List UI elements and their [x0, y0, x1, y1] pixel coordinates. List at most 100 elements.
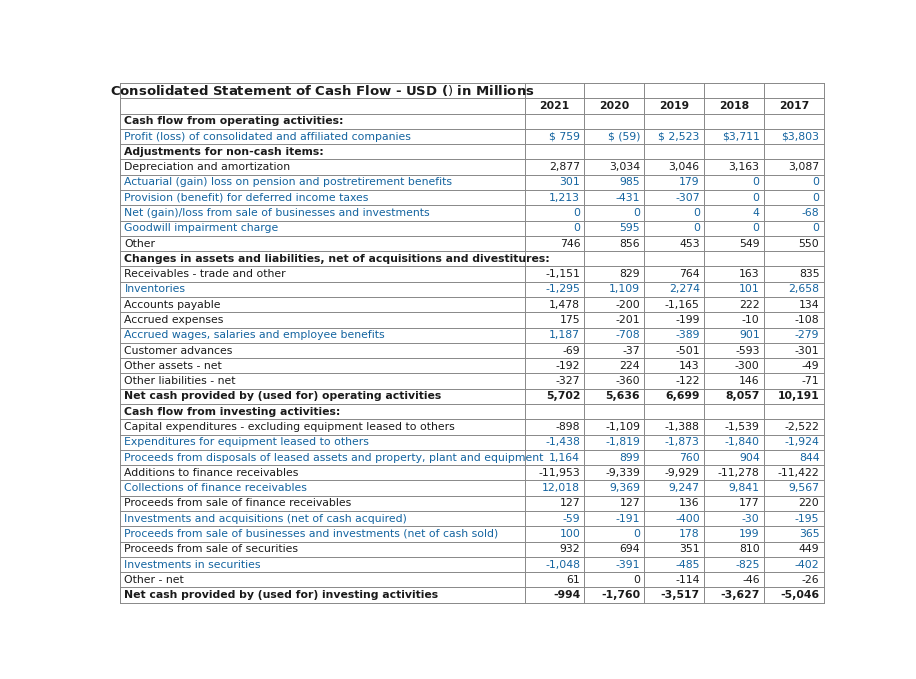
Text: -108: -108	[795, 315, 820, 325]
Text: 301: 301	[560, 177, 580, 187]
Text: -5,046: -5,046	[780, 590, 820, 600]
Text: 1,164: 1,164	[550, 452, 580, 462]
Text: Net cash provided by (used for) operating activities: Net cash provided by (used for) operatin…	[125, 391, 442, 401]
Text: 0: 0	[812, 177, 820, 187]
Text: 1,187: 1,187	[550, 330, 580, 340]
Text: 932: 932	[560, 545, 580, 554]
Text: -708: -708	[616, 330, 640, 340]
Text: 4: 4	[753, 208, 759, 218]
Text: -26: -26	[802, 575, 820, 585]
Text: -114: -114	[675, 575, 700, 585]
Text: -2,522: -2,522	[785, 422, 820, 432]
Text: -1,165: -1,165	[665, 299, 700, 310]
Text: 0: 0	[633, 575, 640, 585]
Text: -300: -300	[735, 361, 759, 371]
Text: -71: -71	[802, 376, 820, 386]
Text: 550: 550	[799, 238, 820, 249]
Text: 0: 0	[692, 208, 700, 218]
Text: -200: -200	[616, 299, 640, 310]
Text: Proceeds from sale of businesses and investments (net of cash sold): Proceeds from sale of businesses and inv…	[125, 529, 498, 539]
Text: -68: -68	[802, 208, 820, 218]
Text: 835: 835	[799, 269, 820, 279]
Text: Profit (loss) of consolidated and affiliated companies: Profit (loss) of consolidated and affili…	[125, 132, 411, 141]
Text: 127: 127	[619, 498, 640, 509]
Text: -9,929: -9,929	[665, 468, 700, 478]
Text: -192: -192	[556, 361, 580, 371]
Text: -1,819: -1,819	[605, 437, 640, 447]
Text: -307: -307	[675, 193, 700, 203]
Text: -360: -360	[616, 376, 640, 386]
Text: Expenditures for equipment leased to others: Expenditures for equipment leased to oth…	[125, 437, 369, 447]
Text: -1,109: -1,109	[605, 422, 640, 432]
Text: 595: 595	[619, 223, 640, 234]
Text: Net cash provided by (used for) investing activities: Net cash provided by (used for) investin…	[125, 590, 439, 600]
Text: 1,109: 1,109	[609, 285, 640, 295]
Text: -122: -122	[675, 376, 700, 386]
Text: 810: 810	[739, 545, 759, 554]
Text: 2019: 2019	[660, 101, 689, 111]
Text: Receivables - trade and other: Receivables - trade and other	[125, 269, 286, 279]
Text: Consolidated Statement of Cash Flow - USD ($) $ in Millions: Consolidated Statement of Cash Flow - US…	[110, 84, 535, 98]
Text: 2,274: 2,274	[669, 285, 700, 295]
Text: -400: -400	[675, 514, 700, 524]
Text: 2,877: 2,877	[550, 162, 580, 172]
Text: Adjustments for non-cash items:: Adjustments for non-cash items:	[125, 147, 324, 157]
Text: $3,803: $3,803	[781, 132, 820, 141]
Text: 134: 134	[799, 299, 820, 310]
Text: 856: 856	[619, 238, 640, 249]
Text: Other assets - net: Other assets - net	[125, 361, 223, 371]
Text: -195: -195	[795, 514, 820, 524]
Text: Proceeds from disposals of leased assets and property, plant and equipment: Proceeds from disposals of leased assets…	[125, 452, 544, 462]
Text: 449: 449	[799, 545, 820, 554]
Text: -3,517: -3,517	[660, 590, 700, 600]
Text: Other: Other	[125, 238, 156, 249]
Text: -199: -199	[675, 315, 700, 325]
Text: Depreciation and amortization: Depreciation and amortization	[125, 162, 290, 172]
Text: 175: 175	[560, 315, 580, 325]
Text: 0: 0	[633, 529, 640, 539]
Text: 1,213: 1,213	[550, 193, 580, 203]
Text: -391: -391	[616, 559, 640, 570]
Text: -1,924: -1,924	[785, 437, 820, 447]
Text: Inventories: Inventories	[125, 285, 185, 295]
Text: 143: 143	[679, 361, 700, 371]
Text: 0: 0	[753, 223, 759, 234]
Text: 0: 0	[753, 177, 759, 187]
Text: 6,699: 6,699	[665, 391, 700, 401]
Text: 3,087: 3,087	[789, 162, 820, 172]
Text: 178: 178	[679, 529, 700, 539]
Text: 0: 0	[692, 223, 700, 234]
Text: $3,711: $3,711	[722, 132, 759, 141]
Text: -1,873: -1,873	[665, 437, 700, 447]
Text: Proceeds from sale of finance receivables: Proceeds from sale of finance receivable…	[125, 498, 352, 509]
Text: Accounts payable: Accounts payable	[125, 299, 221, 310]
Text: 10,191: 10,191	[778, 391, 820, 401]
Text: 351: 351	[679, 545, 700, 554]
Text: 5,702: 5,702	[546, 391, 580, 401]
Text: 220: 220	[799, 498, 820, 509]
Text: 453: 453	[679, 238, 700, 249]
Text: 3,046: 3,046	[669, 162, 700, 172]
Text: 136: 136	[679, 498, 700, 509]
Text: $ (59): $ (59)	[607, 132, 640, 141]
Text: 549: 549	[739, 238, 759, 249]
Text: -9,339: -9,339	[605, 468, 640, 478]
Text: Cash flow from operating activities:: Cash flow from operating activities:	[125, 116, 344, 126]
Text: 0: 0	[573, 208, 580, 218]
Text: Cash flow from investing activities:: Cash flow from investing activities:	[125, 407, 341, 417]
Text: -402: -402	[795, 559, 820, 570]
Text: -1,151: -1,151	[545, 269, 580, 279]
Text: -1,840: -1,840	[725, 437, 759, 447]
Text: -485: -485	[675, 559, 700, 570]
Text: -898: -898	[556, 422, 580, 432]
Text: -389: -389	[675, 330, 700, 340]
Text: 3,034: 3,034	[609, 162, 640, 172]
Text: -59: -59	[562, 514, 580, 524]
Text: 179: 179	[679, 177, 700, 187]
Text: 904: 904	[739, 452, 759, 462]
Text: 8,057: 8,057	[725, 391, 759, 401]
Text: -49: -49	[802, 361, 820, 371]
Text: 101: 101	[739, 285, 759, 295]
Text: 365: 365	[799, 529, 820, 539]
Text: 222: 222	[739, 299, 759, 310]
